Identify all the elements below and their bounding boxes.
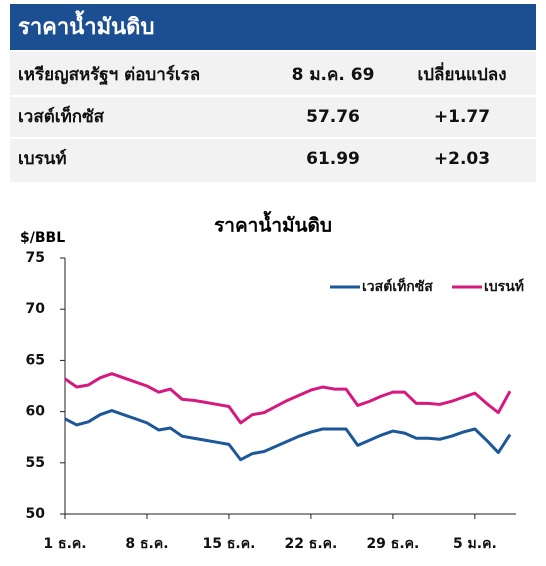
y-tick-label: 70: [26, 301, 46, 317]
legend-label: เบรนท์: [484, 278, 524, 295]
y-axis-label: $/BBL: [20, 230, 65, 246]
cell: 57.76: [306, 107, 360, 127]
cell: 8 ม.ค. 69: [292, 65, 375, 85]
x-tick-label: 5 ม.ค.: [453, 536, 497, 552]
cell: เปลี่ยนแปลง: [417, 62, 506, 85]
cell: +1.77: [434, 107, 490, 127]
x-tick-label: 8 ธ.ค.: [125, 536, 168, 552]
series-line: [64, 372, 512, 425]
cell: +2.03: [434, 149, 490, 169]
cell: เวสต์เท็กซัส: [18, 104, 105, 127]
y-tick-label: 75: [26, 250, 45, 266]
series-line: [64, 409, 512, 462]
y-tick-label: 50: [26, 506, 46, 522]
table-bg: [10, 52, 536, 182]
x-tick-label: 29 ธ.ค.: [366, 536, 419, 552]
y-tick-label: 60: [26, 404, 46, 420]
x-tick-label: 15 ธ.ค.: [202, 536, 255, 552]
header-title: ราคาน้ำมันดิบ: [18, 10, 154, 40]
chart-title: ราคาน้ำมันดิบ: [214, 211, 332, 237]
y-tick-label: 65: [26, 352, 45, 368]
cell: เหรียญสหรัฐฯ ต่อบาร์เรล: [18, 64, 200, 86]
x-tick-label: 22 ธ.ค.: [284, 536, 337, 552]
legend-label: เวสต์เท็กซัส: [362, 277, 433, 295]
header-bar: [10, 4, 536, 50]
x-tick-label: 1 ธ.ค.: [43, 536, 86, 552]
cell: เบรนท์: [18, 148, 67, 169]
y-tick-label: 55: [26, 455, 45, 471]
cell: 61.99: [306, 149, 360, 169]
